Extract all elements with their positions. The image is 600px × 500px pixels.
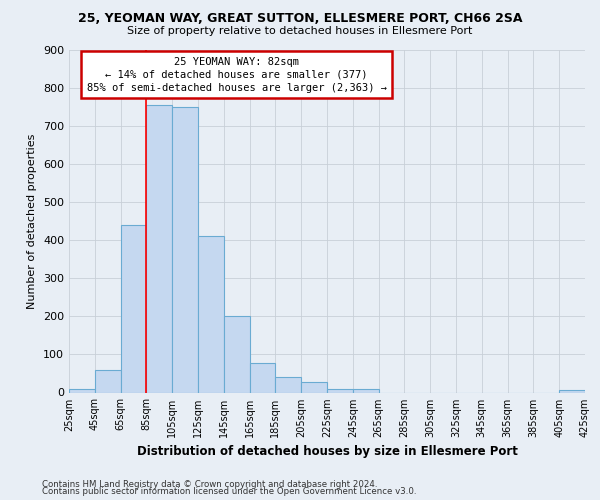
Bar <box>146 105 172 393</box>
Text: Contains public sector information licensed under the Open Government Licence v3: Contains public sector information licen… <box>42 488 416 496</box>
Text: 25 YEOMAN WAY: 82sqm
← 14% of detached houses are smaller (377)
85% of semi-deta: 25 YEOMAN WAY: 82sqm ← 14% of detached h… <box>87 56 387 93</box>
Bar <box>353 390 379 392</box>
X-axis label: Distribution of detached houses by size in Ellesmere Port: Distribution of detached houses by size … <box>137 445 517 458</box>
Bar <box>198 236 224 392</box>
Bar <box>327 388 353 392</box>
Text: Contains HM Land Registry data © Crown copyright and database right 2024.: Contains HM Land Registry data © Crown c… <box>42 480 377 489</box>
Bar <box>172 107 198 393</box>
Bar <box>69 388 95 392</box>
Text: 25, YEOMAN WAY, GREAT SUTTON, ELLESMERE PORT, CH66 2SA: 25, YEOMAN WAY, GREAT SUTTON, ELLESMERE … <box>78 12 522 26</box>
Bar <box>275 376 301 392</box>
Bar <box>250 363 275 392</box>
Bar <box>95 370 121 392</box>
Y-axis label: Number of detached properties: Number of detached properties <box>28 134 37 309</box>
Text: Size of property relative to detached houses in Ellesmere Port: Size of property relative to detached ho… <box>127 26 473 36</box>
Bar <box>224 316 250 392</box>
Bar <box>301 382 327 392</box>
Bar <box>121 225 146 392</box>
Bar <box>559 390 585 392</box>
